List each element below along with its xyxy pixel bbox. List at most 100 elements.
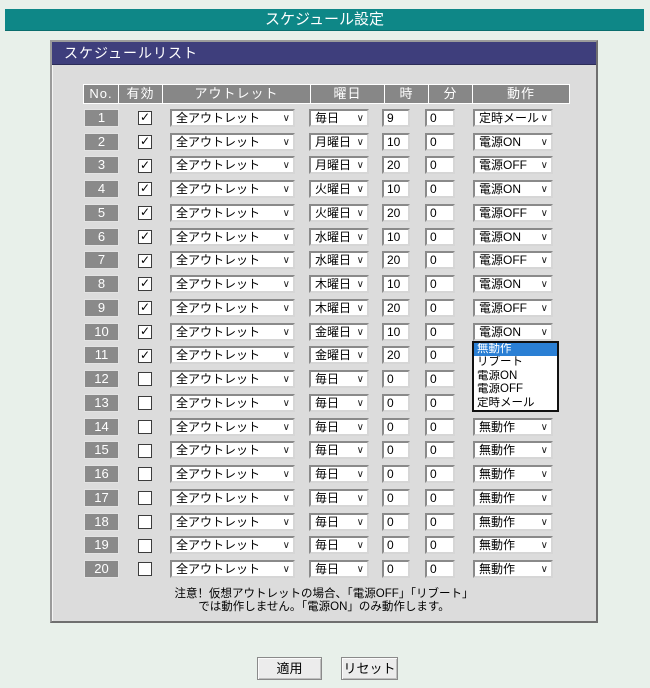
action-select[interactable]: 無動作 ∨ — [473, 488, 553, 507]
enabled-checkbox[interactable]: ✓ — [138, 111, 152, 125]
day-select[interactable]: 毎日 ∨ — [309, 512, 369, 531]
apply-button[interactable]: 適用 — [257, 657, 322, 680]
action-select[interactable]: 電源ON ∨ — [473, 322, 553, 341]
hour-input[interactable]: 0 — [382, 560, 410, 579]
minute-input[interactable]: 0 — [425, 417, 455, 436]
enabled-checkbox[interactable]: ✓ — [138, 134, 152, 149]
hour-input[interactable]: 0 — [382, 370, 410, 389]
hour-input[interactable]: 0 — [382, 441, 410, 460]
outlet-select[interactable]: 全アウトレット ∨ — [170, 346, 295, 365]
outlet-select[interactable]: 全アウトレット ∨ — [170, 108, 295, 127]
day-select[interactable]: 火曜日 ∨ — [309, 203, 369, 222]
hour-input[interactable]: 20 — [382, 203, 410, 222]
action-select[interactable]: 定時メール ∨ — [473, 108, 553, 127]
hour-input[interactable]: 10 — [382, 275, 410, 294]
outlet-select[interactable]: 全アウトレット ∨ — [170, 465, 295, 484]
enabled-checkbox[interactable]: ✓ — [138, 562, 152, 577]
day-select[interactable]: 毎日 ∨ — [309, 488, 369, 507]
day-select[interactable]: 毎日 ∨ — [309, 370, 369, 389]
outlet-select[interactable]: 全アウトレット ∨ — [170, 370, 295, 389]
day-select[interactable]: 月曜日 ∨ — [309, 156, 369, 175]
action-select[interactable]: 電源OFF ∨ — [473, 203, 553, 222]
hour-input[interactable]: 0 — [382, 465, 410, 484]
minute-input[interactable]: 0 — [425, 156, 455, 175]
minute-input[interactable]: 0 — [425, 322, 455, 341]
action-dropdown-list[interactable]: 無動作 リブート 電源ON 電源OFF 定時メール — [472, 341, 559, 412]
action-select[interactable]: 電源OFF ∨ — [473, 156, 553, 175]
minute-input[interactable]: 0 — [425, 488, 455, 507]
dropdown-option[interactable]: 電源OFF — [477, 383, 523, 396]
day-select[interactable]: 毎日 ∨ — [309, 393, 369, 412]
outlet-select[interactable]: 全アウトレット ∨ — [170, 275, 295, 294]
hour-input[interactable]: 0 — [382, 393, 410, 412]
action-select[interactable]: 電源OFF ∨ — [473, 251, 553, 270]
minute-input[interactable]: 0 — [425, 108, 455, 127]
action-select[interactable]: 無動作 ∨ — [473, 441, 553, 460]
minute-input[interactable]: 0 — [425, 227, 455, 246]
action-select[interactable]: 無動作 ∨ — [473, 560, 553, 579]
day-select[interactable]: 毎日 ∨ — [309, 560, 369, 579]
outlet-select[interactable]: 全アウトレット ∨ — [170, 132, 295, 151]
hour-input[interactable]: 20 — [382, 251, 410, 270]
enabled-checkbox[interactable]: ✓ — [138, 467, 152, 482]
minute-input[interactable]: 0 — [425, 251, 455, 270]
minute-input[interactable]: 0 — [425, 465, 455, 484]
day-select[interactable]: 水曜日 ∨ — [309, 251, 369, 270]
minute-input[interactable]: 0 — [425, 536, 455, 555]
enabled-checkbox[interactable]: ✓ — [138, 206, 152, 220]
minute-input[interactable]: 0 — [425, 203, 455, 222]
minute-input[interactable]: 0 — [425, 512, 455, 531]
dropdown-option[interactable]: リブート — [477, 356, 523, 369]
enabled-checkbox[interactable]: ✓ — [138, 348, 152, 363]
day-select[interactable]: 金曜日 ∨ — [309, 346, 369, 365]
outlet-select[interactable]: 全アウトレット ∨ — [170, 298, 295, 317]
outlet-select[interactable]: 全アウトレット ∨ — [170, 251, 295, 270]
hour-input[interactable]: 20 — [382, 346, 410, 365]
day-select[interactable]: 火曜日 ∨ — [309, 180, 369, 199]
enabled-checkbox[interactable]: ✓ — [138, 372, 152, 387]
enabled-checkbox[interactable]: ✓ — [138, 419, 152, 434]
day-select[interactable]: 毎日 ∨ — [309, 417, 369, 436]
outlet-select[interactable]: 全アウトレット ∨ — [170, 156, 295, 175]
hour-input[interactable]: 10 — [382, 322, 410, 341]
action-select[interactable]: 無動作 ∨ — [473, 512, 553, 531]
hour-input[interactable]: 10 — [382, 180, 410, 199]
enabled-checkbox[interactable]: ✓ — [138, 443, 152, 458]
action-select[interactable]: 無動作 ∨ — [473, 536, 553, 555]
day-select[interactable]: 毎日 ∨ — [309, 465, 369, 484]
outlet-select[interactable]: 全アウトレット ∨ — [170, 227, 295, 246]
enabled-checkbox[interactable]: ✓ — [138, 538, 152, 553]
minute-input[interactable]: 0 — [425, 132, 455, 151]
hour-input[interactable]: 0 — [382, 536, 410, 555]
day-select[interactable]: 木曜日 ∨ — [309, 275, 369, 294]
outlet-select[interactable]: 全アウトレット ∨ — [170, 536, 295, 555]
outlet-select[interactable]: 全アウトレット ∨ — [170, 512, 295, 531]
day-select[interactable]: 毎日 ∨ — [309, 108, 369, 127]
day-select[interactable]: 水曜日 ∨ — [309, 227, 369, 246]
outlet-select[interactable]: 全アウトレット ∨ — [170, 417, 295, 436]
hour-input[interactable]: 10 — [382, 132, 410, 151]
reset-button[interactable]: リセット — [341, 657, 398, 680]
enabled-checkbox[interactable]: ✓ — [138, 277, 152, 292]
action-select[interactable]: 無動作 ∨ — [473, 465, 553, 484]
minute-input[interactable]: 0 — [425, 346, 455, 365]
minute-input[interactable]: 0 — [425, 393, 455, 412]
dropdown-option[interactable]: 電源ON — [477, 369, 518, 382]
day-select[interactable]: 毎日 ∨ — [309, 441, 369, 460]
action-select[interactable]: 電源ON ∨ — [473, 275, 553, 294]
dropdown-option[interactable]: 定時メール — [477, 396, 535, 409]
day-select[interactable]: 月曜日 ∨ — [309, 132, 369, 151]
action-select[interactable]: 電源ON ∨ — [473, 180, 553, 199]
minute-input[interactable]: 0 — [425, 560, 455, 579]
dropdown-option[interactable]: 無動作 — [474, 343, 557, 357]
outlet-select[interactable]: 全アウトレット ∨ — [170, 203, 295, 222]
hour-input[interactable]: 10 — [382, 227, 410, 246]
outlet-select[interactable]: 全アウトレット ∨ — [170, 441, 295, 460]
enabled-checkbox[interactable]: ✓ — [138, 182, 152, 197]
minute-input[interactable]: 0 — [425, 180, 455, 199]
hour-input[interactable]: 0 — [382, 488, 410, 507]
enabled-checkbox[interactable]: ✓ — [138, 253, 152, 268]
outlet-select[interactable]: 全アウトレット ∨ — [170, 488, 295, 507]
day-select[interactable]: 毎日 ∨ — [309, 536, 369, 555]
day-select[interactable]: 木曜日 ∨ — [309, 298, 369, 317]
